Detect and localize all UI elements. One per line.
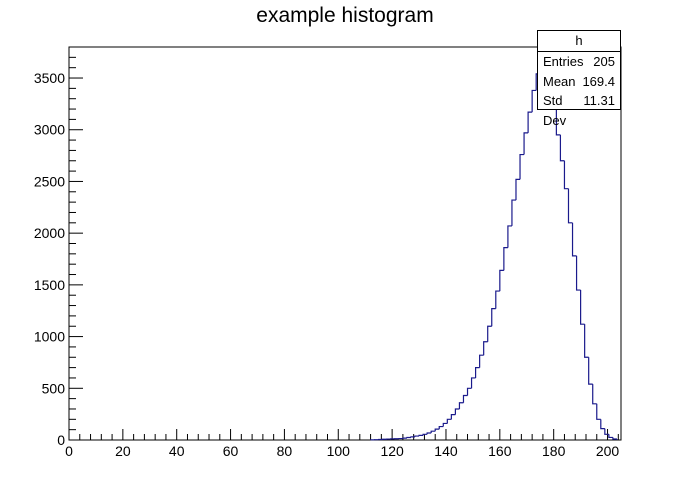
histogram-bin [555,109,561,136]
histogram-bin [474,367,480,378]
x-tick-label: 0 [65,443,73,459]
histogram-bin [434,428,440,432]
x-tick-label: 120 [380,443,404,459]
histogram-bin [559,134,565,162]
histogram-bin [596,403,601,420]
histogram-bin [580,290,585,325]
x-tick-label: 40 [169,443,185,459]
histogram-bin [527,111,533,133]
histogram-bin [483,341,488,356]
y-tick-label: 2000 [34,225,65,241]
histogram-bin [575,255,581,291]
histogram-bin [563,160,569,190]
histogram-bin [491,308,496,327]
histogram-bin [604,428,609,435]
y-tick-label: 3000 [34,122,65,138]
histogram-bin [479,354,484,368]
histogram-bin [470,377,476,389]
stats-value: 205 [593,54,615,69]
x-tick-label: 80 [277,443,293,459]
y-tick-label: 1000 [34,329,65,345]
histogram-bin [567,188,573,224]
chart-title: example histogram [256,4,434,27]
histogram-bin [571,222,577,257]
histogram-bin [612,437,617,440]
histogram-bin [462,394,468,403]
x-tick-label: 180 [542,443,566,459]
histogram-bin [503,247,508,271]
y-tick-label: 3500 [34,70,65,86]
histogram-bin [588,357,593,385]
histogram-bin [515,178,521,201]
histogram-bin [499,269,504,292]
histogram-bin [466,387,472,396]
histogram-bin [406,436,411,439]
histogram-bin [446,418,452,424]
histogram-bin [418,434,424,437]
stats-label: Std Dev [543,93,567,128]
x-tick-label: 20 [115,443,131,459]
histogram-bin [507,225,512,248]
stats-label: Entries [543,54,584,69]
stats-row-mean: Mean 169.4 [538,72,620,92]
y-tick-label: 500 [42,380,66,396]
stats-label: Mean [543,73,576,89]
histogram-bin [430,430,436,433]
stats-value: 11.31 [583,93,615,108]
x-tick-label: 140 [434,443,458,459]
histogram-bin [600,419,605,430]
x-tick-label: 100 [327,443,351,459]
histogram-bin [410,436,416,438]
histogram-bin [511,199,516,226]
histogram-bin [458,402,464,409]
x-tick-label: 200 [596,443,620,459]
histogram-bin [495,290,500,309]
histogram-bin [426,432,432,435]
y-tick-label: 2500 [34,173,65,189]
y-tick-label: 0 [57,432,65,448]
histogram-bin [414,435,420,437]
histogram-bin [531,89,537,113]
histogram-bin [438,425,444,430]
histogram-bin [608,434,613,439]
stats-row-entries: Entries 205 [538,52,620,72]
stats-box: h Entries 205 Mean 169.4 Std Dev 11.31 [537,30,621,128]
stats-row-stddev: Std Dev 11.31 [538,91,620,128]
histogram-bin [442,422,448,427]
y-tick-label: 1500 [34,277,65,293]
histogram-bin [523,132,529,155]
histogram-bin [519,153,525,180]
histogram-bin [487,325,492,342]
x-tick-label: 60 [223,443,239,459]
histogram-bin [454,408,460,415]
stats-box-title: h [538,31,620,52]
x-tick-label: 160 [488,443,512,459]
stats-value: 169.4 [582,73,615,89]
histogram-bin [450,414,456,420]
histogram-bin [592,384,597,405]
histogram-bin [422,433,428,436]
histogram-bin [584,324,589,358]
